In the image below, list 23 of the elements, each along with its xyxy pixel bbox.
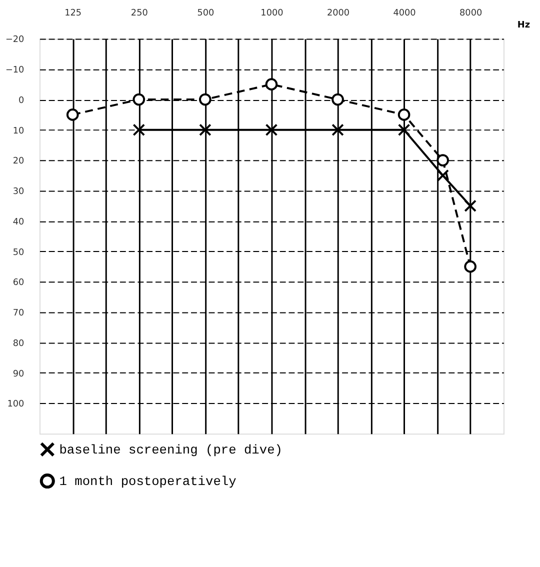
x-tick-label: 4000: [393, 8, 416, 19]
y-tick-label: 10: [12, 126, 25, 136]
y-tick-label: 50: [12, 248, 25, 258]
y-tick-label: 90: [12, 369, 25, 380]
x-tick-label: 8000: [460, 8, 482, 19]
y-tick-label: −20: [5, 35, 25, 46]
x-tick-label: 125: [64, 8, 82, 19]
y-tick-label: 20: [12, 156, 25, 167]
x-axis-title: Hz: [517, 20, 530, 30]
y-tick-label: 100: [7, 400, 25, 410]
y-tick-label: 80: [12, 338, 25, 349]
y-tick-label: 0: [18, 96, 25, 106]
y-tick-label: −10: [5, 66, 25, 76]
y-tick-label: 70: [12, 308, 25, 319]
x-tick-label: 250: [130, 8, 148, 19]
y-tick-label: 60: [12, 278, 25, 288]
y-tick-label: 30: [12, 187, 25, 198]
y-tick-label: 40: [12, 217, 25, 228]
x-tick-label: 1000: [260, 8, 284, 19]
x-tick-label: 2000: [326, 8, 350, 19]
x-tick-label: 500: [197, 8, 214, 19]
legend-label: 1 month postoperatively: [59, 474, 237, 489]
legend-label: baseline screening (pre dive): [59, 442, 282, 458]
